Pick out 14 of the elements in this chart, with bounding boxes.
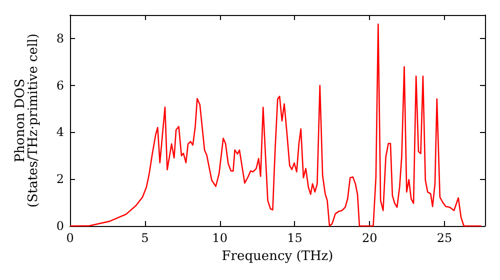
x-tick-label: 15 bbox=[287, 231, 302, 245]
y-tick-label: 4 bbox=[56, 125, 64, 140]
y-tick-label: 8 bbox=[56, 31, 64, 46]
y-axis-title: Phonon DOS (States/THz·primitive cell) bbox=[13, 33, 41, 208]
x-tick-label: 10 bbox=[212, 231, 228, 245]
y-tick-label: 6 bbox=[56, 78, 64, 92]
x-tick-label: 25 bbox=[436, 231, 452, 245]
y-tick-label: 2 bbox=[56, 172, 64, 186]
x-tick-label: 0 bbox=[66, 231, 74, 245]
line-series bbox=[69, 23, 482, 227]
x-tick-label: 5 bbox=[141, 231, 149, 245]
x-axis-title: Frequency (THz) bbox=[222, 249, 334, 264]
y-tick-label: 0 bbox=[56, 219, 64, 233]
x-tick-label: 20 bbox=[362, 231, 378, 245]
